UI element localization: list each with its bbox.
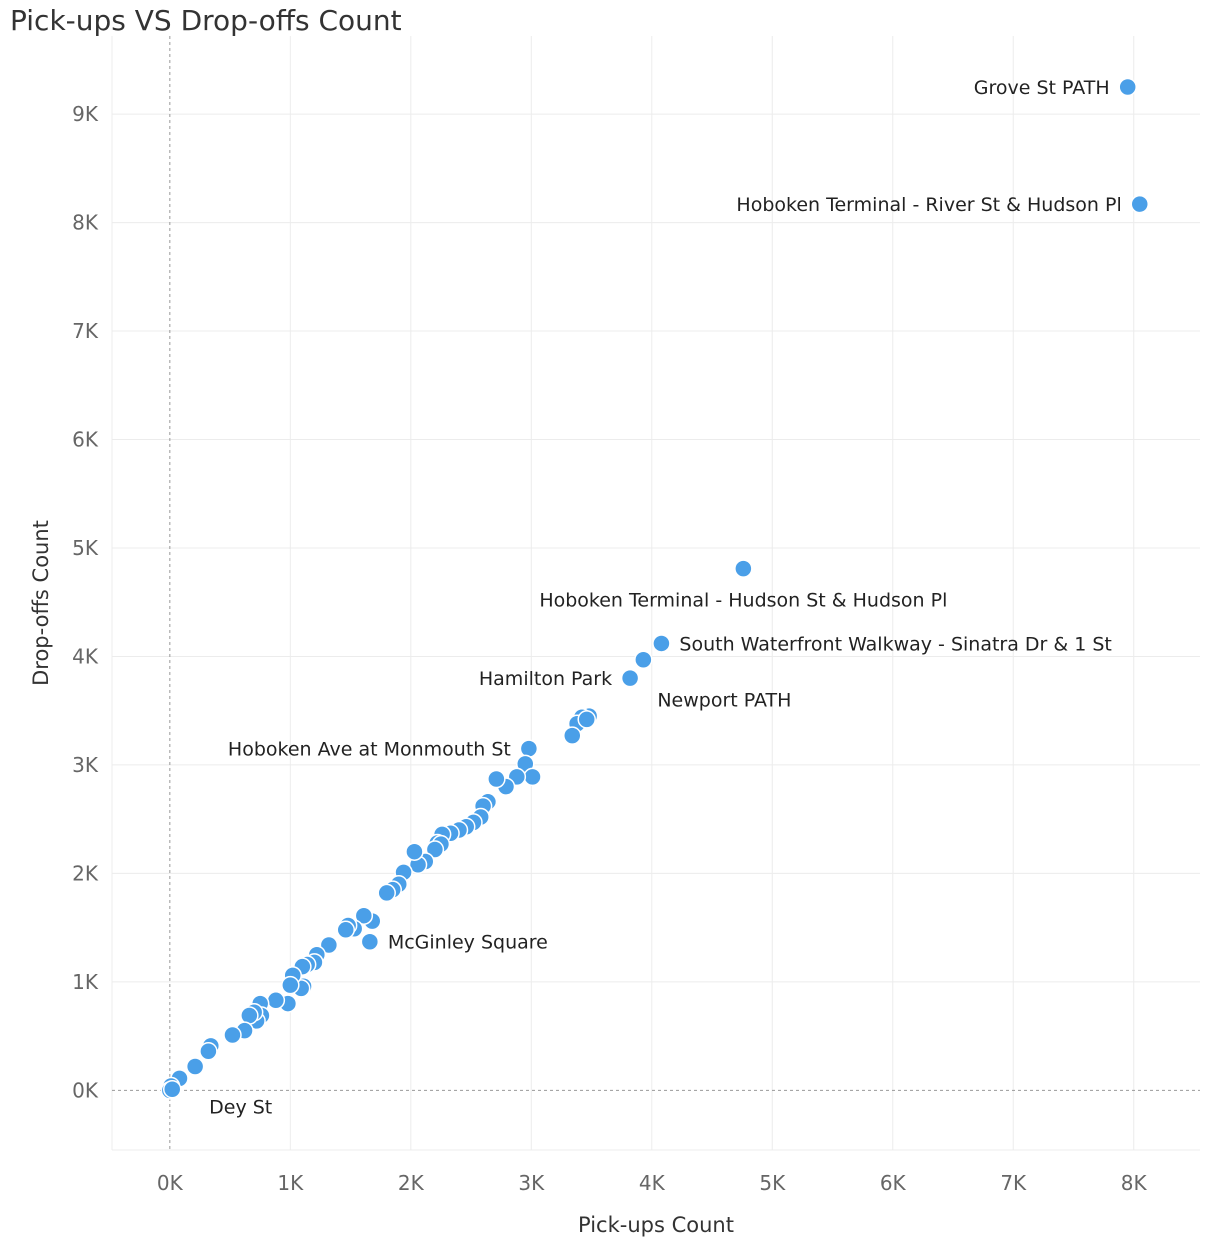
x-axis-title: Pick-ups Count [578,1213,734,1237]
data-point[interactable] [563,726,582,745]
data-point[interactable] [620,668,640,688]
x-tick-label: 7K [1000,1171,1027,1195]
x-tick-label: 2K [398,1171,425,1195]
data-point[interactable] [223,1025,242,1045]
data-point[interactable] [162,1080,182,1099]
data-point[interactable] [336,920,355,940]
point-label: Grove St PATH [974,77,1110,99]
tick-labels: 0K 1K 2K 3K 4K 5K 6K 7K 8K 0K 1K 2K 3K 4K 5K 6K 7K 8K 9K [72,102,1147,1195]
data-point[interactable] [1130,194,1150,214]
point-label: Hoboken Terminal - River St & Hudson Pl [736,194,1121,216]
point-label: McGinley Square [388,932,548,954]
x-tick-label: 0K [157,1171,184,1195]
point-label: Newport PATH [657,690,791,712]
data-point[interactable] [377,883,396,903]
data-point[interactable] [354,906,374,925]
x-tick-label: 4K [639,1171,666,1195]
zero-lines [112,36,1200,1150]
data-point[interactable] [652,634,671,653]
data-point[interactable] [360,932,380,951]
y-tick-label: 6K [72,428,99,452]
point-label: Hoboken Terminal - Hudson St & Hudson Pl [539,590,947,612]
data-point[interactable] [425,840,445,859]
x-tick-label: 3K [518,1171,545,1195]
data-point[interactable] [487,769,506,789]
y-tick-label: 0K [72,1078,99,1102]
y-tick-label: 4K [72,644,99,668]
point-labels: Grove St PATH Hoboken Terminal - River St… [209,77,1122,1118]
data-point[interactable] [734,559,753,578]
data-point[interactable] [319,935,339,955]
y-tick-label: 3K [72,753,99,777]
chart-title: Pick-ups VS Drop-offs Count [10,4,402,37]
y-tick-label: 9K [72,102,99,126]
data-point[interactable] [523,767,542,787]
data-point[interactable] [199,1042,218,1061]
point-label: Dey St [209,1096,272,1118]
data-point[interactable] [240,1006,259,1025]
data-point[interactable] [1118,77,1137,97]
y-tick-label: 7K [72,319,99,343]
y-axis-title: Drop-offs Count [29,520,53,686]
data-point[interactable] [281,975,300,995]
data-point[interactable] [405,842,424,861]
x-tick-label: 6K [880,1171,907,1195]
data-point[interactable] [577,710,596,729]
data-point[interactable] [266,991,286,1010]
data-point[interactable] [634,650,653,669]
x-tick-label: 8K [1121,1171,1148,1195]
data-point[interactable] [519,739,539,758]
x-tick-label: 1K [277,1171,304,1195]
data-point[interactable] [185,1057,205,1076]
y-tick-label: 1K [72,970,99,994]
y-tick-label: 2K [72,861,99,885]
y-tick-label: 5K [72,536,99,560]
point-label: Hoboken Ave at Monmouth St [228,739,511,761]
y-tick-label: 8K [72,211,99,235]
point-label: Hamilton Park [479,668,612,690]
data-points [160,77,1150,1100]
point-label: South Waterfront Walkway - Sinatra Dr & … [679,633,1111,655]
x-tick-label: 5K [759,1171,786,1195]
